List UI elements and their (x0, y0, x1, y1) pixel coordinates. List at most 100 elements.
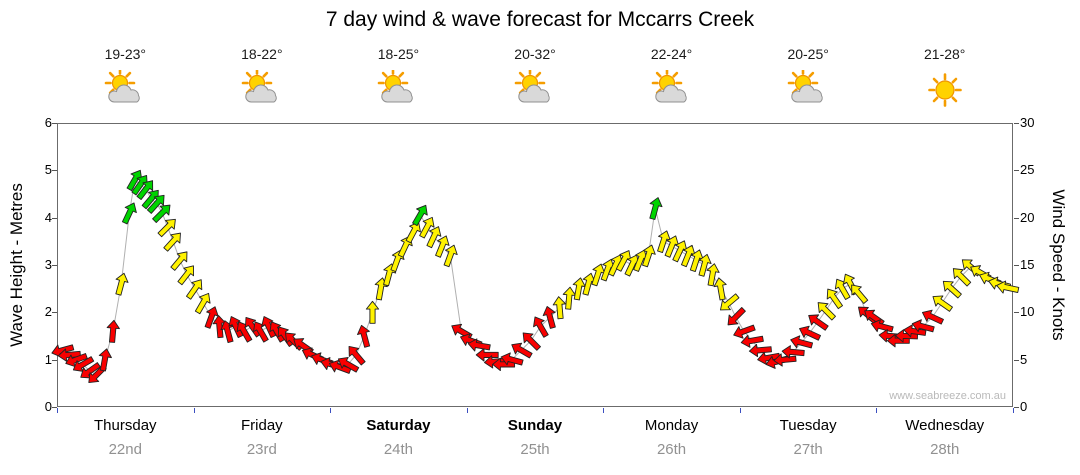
axis-tick (52, 359, 57, 361)
wind-arrow (204, 306, 219, 329)
weather-icon (101, 67, 149, 112)
wind-arrow (706, 263, 720, 287)
axis-tick (1014, 170, 1019, 172)
wave-axis-tick-label: 3 (44, 257, 52, 272)
axis-tick (52, 123, 57, 124)
wind-axis-tick-label: 5 (1020, 351, 1028, 367)
wind-arrow (435, 235, 450, 258)
cloud-icon (654, 84, 687, 103)
day-date: 24th (383, 441, 414, 458)
axis-tick (466, 408, 468, 413)
wind-arrow (733, 324, 756, 339)
wind-arrow (163, 232, 181, 252)
weather-icon-svg (651, 67, 687, 103)
day-name: Friday (241, 417, 283, 434)
wind-arrow (443, 244, 458, 268)
wind-arrow (552, 296, 566, 320)
axis-tick (52, 265, 57, 266)
axis-tick (52, 170, 57, 172)
cloud-icon (791, 84, 823, 103)
wind-arrow (727, 307, 746, 326)
wind-axis-tick-label: 0 (1020, 399, 1028, 414)
wind-arrow (365, 300, 380, 324)
wind-arrow (903, 324, 927, 338)
wind-arrow (136, 180, 154, 201)
wind-arrow (870, 319, 894, 333)
axis-tick (1014, 265, 1019, 266)
sun-icon (927, 73, 962, 107)
day-temp: 18-22° (241, 46, 283, 62)
axis-tick (1014, 407, 1019, 408)
day-temp: 22-24° (650, 46, 693, 62)
axis-tick (330, 408, 332, 413)
weather-icon (921, 70, 969, 112)
day-date: 26th (656, 441, 687, 458)
day-date: 27th (793, 441, 823, 458)
day-name: Sunday (507, 417, 563, 434)
weather-icon-svg (787, 67, 823, 103)
wind-arrow (348, 346, 366, 366)
axis-tick (1014, 123, 1019, 124)
wind-axis-tick-label: 15 (1020, 257, 1035, 272)
wind-arrow (412, 204, 428, 227)
weather-icon-svg (104, 67, 141, 103)
wind-arrow (642, 244, 656, 268)
wind-arrow (244, 317, 262, 338)
day-date: 25th (520, 441, 550, 458)
wind-arrow (542, 306, 556, 329)
axis-tick (603, 408, 605, 413)
wind-axis-tick-label: 30 (1020, 115, 1035, 130)
axis-tick (52, 407, 57, 408)
wind-arrow (475, 348, 499, 362)
wind-arrow (157, 218, 176, 238)
cloud-icon (245, 84, 277, 103)
axis-tick (876, 408, 878, 413)
wave-axis-tick-label: 1 (44, 351, 52, 367)
wind-arrow (808, 314, 829, 331)
wind-arrow (357, 324, 371, 348)
day-temp: 20-25° (787, 46, 829, 62)
wind-arrow (921, 309, 944, 325)
page-title: 7 day wind & wave forecast for Mccarrs C… (325, 8, 755, 31)
axis-tick (193, 408, 195, 413)
wind-arrow (115, 272, 129, 296)
wind-arrow (781, 345, 805, 359)
wind-arrow (511, 342, 533, 359)
wind-arrow (269, 321, 286, 343)
wind-arrow (817, 302, 836, 321)
wind-arrow (170, 251, 188, 271)
wind-arrow (826, 288, 843, 310)
wind-arrow (186, 279, 203, 300)
wind-arrow (522, 332, 541, 351)
wind-arrow (467, 338, 491, 352)
wind-speed-axis-label: Wind Speed - Knots (1049, 189, 1068, 341)
day-name: Saturday (366, 417, 431, 434)
weather-icon (238, 67, 286, 112)
wind-arrow (773, 353, 797, 367)
wind-arrow (261, 316, 277, 339)
axis-tick (52, 312, 57, 314)
weather-icon-svg (927, 73, 962, 107)
wind-arrow (337, 356, 360, 373)
wind-arrow (996, 280, 1020, 294)
wind-forecast-chart (51, 169, 1020, 384)
axis-tick (1013, 408, 1014, 413)
weather-icon-svg (514, 67, 550, 103)
wind-arrow (98, 348, 112, 372)
wave-axis-tick-label: 5 (44, 162, 52, 178)
weather-icon-svg (241, 67, 277, 103)
day-name: Monday (644, 417, 699, 434)
wind-arrow (952, 268, 972, 287)
day-temp: 19-23° (104, 46, 146, 62)
day-name: Thursday (94, 417, 157, 434)
wind-arrow (698, 253, 712, 277)
cloud-icon (108, 84, 141, 103)
wind-arrow (720, 293, 740, 311)
weather-icon (648, 67, 696, 112)
wind-arrow (328, 359, 352, 374)
weather-icon (374, 67, 422, 112)
wave-height-axis-label: Wave Height - Metres (7, 183, 26, 347)
day-temp: 21-28° (924, 46, 966, 62)
wave-axis-tick-label: 4 (44, 209, 52, 225)
wind-arrow (121, 202, 137, 225)
